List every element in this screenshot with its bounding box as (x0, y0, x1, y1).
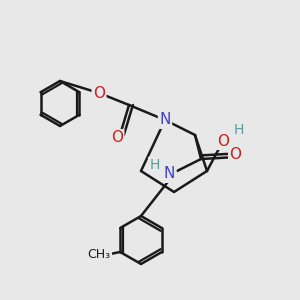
Text: O: O (218, 134, 230, 148)
Text: O: O (93, 85, 105, 100)
Text: CH₃: CH₃ (88, 248, 111, 262)
Text: H: H (149, 158, 160, 172)
Text: O: O (230, 147, 242, 162)
Text: N: N (164, 167, 175, 182)
Text: H: H (233, 124, 244, 137)
Text: N: N (159, 112, 171, 128)
Text: O: O (111, 130, 123, 146)
